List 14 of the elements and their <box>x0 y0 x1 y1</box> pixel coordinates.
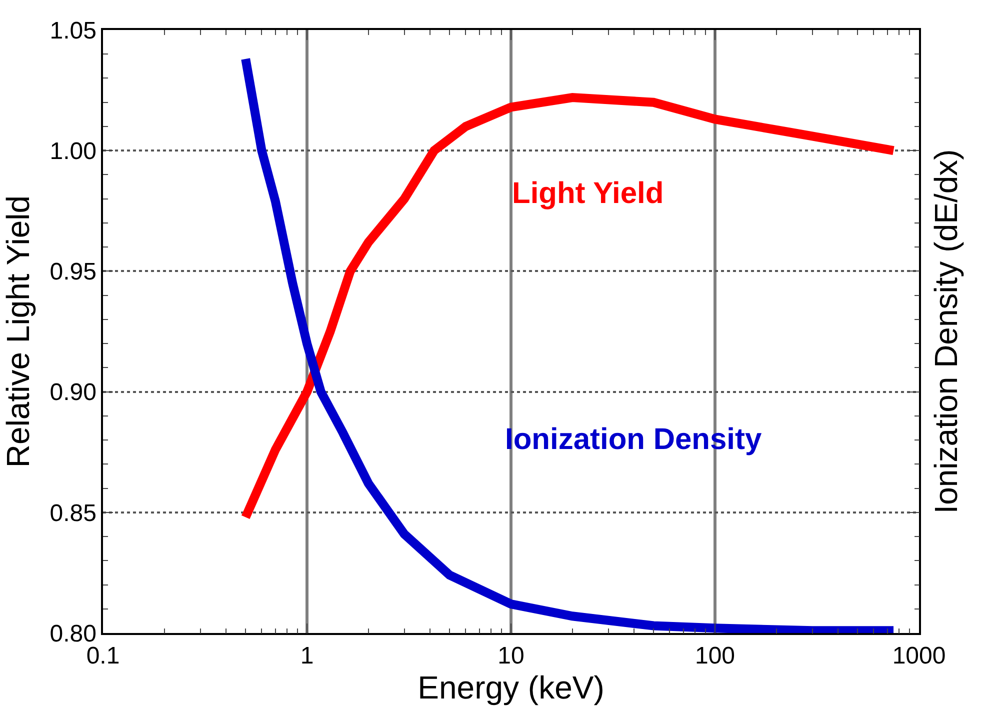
x-tick-label: 1 <box>300 642 314 670</box>
x-tick-label: 1000 <box>892 642 946 670</box>
y-tick-label: 1.00 <box>50 138 96 165</box>
annotation: Ionization Density <box>505 423 762 456</box>
y2-axis-title: Ionization Density (dE/dx) <box>928 149 964 514</box>
x-tick-label: 10 <box>498 642 524 670</box>
y-axis-title: Relative Light Yield <box>0 195 36 468</box>
x-axis-title: Energy (keV) <box>418 670 604 706</box>
y-tick-label: 0.95 <box>50 258 96 286</box>
x-tick-label: 100 <box>694 642 736 670</box>
annotation: Light Yield <box>512 177 664 210</box>
y-tick-label: 1.05 <box>50 17 96 44</box>
y-tick-label: 0.90 <box>50 379 96 406</box>
y-tick-label: 0.85 <box>50 500 96 527</box>
